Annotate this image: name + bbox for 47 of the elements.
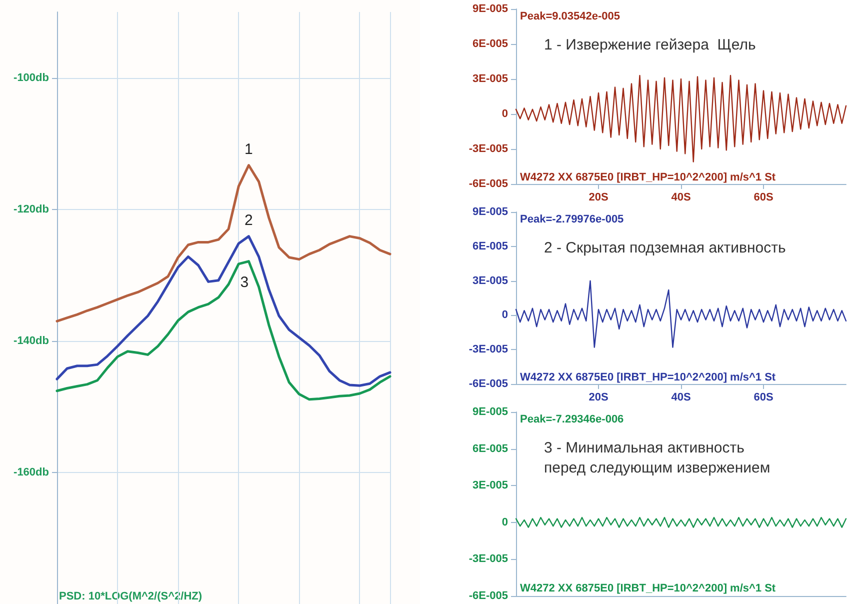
y-tick-label: -6E-005 xyxy=(468,378,508,390)
y-tick-label: -140db xyxy=(14,334,50,347)
y-tick-label: 0 xyxy=(502,108,508,120)
y-tick-label: -3E-005 xyxy=(468,143,508,155)
x-tick-label: 40S xyxy=(671,392,691,404)
y-axis-title: PSD: 10*LOG(M^2/(S^2/HZ) xyxy=(59,590,202,602)
annotation: W4272 XX 6875E0 [IRBT_HP=10^2^200] m/s^1 St xyxy=(520,172,776,184)
annotation: W4272 XX 6875E0 [IRBT_HP=10^2^200] m/s^1 St xyxy=(520,372,776,384)
y-tick-label: 3E-005 xyxy=(472,73,508,85)
y-tick-label: 6E-005 xyxy=(472,38,508,50)
series-label: 1 xyxy=(244,140,253,158)
x-tick-label: 20S xyxy=(588,192,608,204)
annotation: Peak=-7.29346e-006 xyxy=(520,414,624,426)
y-tick-label: 9E-005 xyxy=(472,406,508,418)
y-tick-label: 0 xyxy=(502,516,508,528)
series-label: 2 xyxy=(244,212,253,229)
line-series xyxy=(515,516,847,528)
y-tick-label: 9E-005 xyxy=(472,3,508,15)
x-tick-label: 20S xyxy=(588,392,608,404)
line-series xyxy=(515,280,847,348)
y-tick-label: 6E-005 xyxy=(472,240,508,252)
text: 2 - Скрытая подземная активность xyxy=(544,240,786,256)
line-series xyxy=(515,74,847,162)
y-tick-label: -100db xyxy=(14,72,50,84)
annotation: W4272 XX 6875E0 [IRBT_HP=10^2^200] m/s^1 St xyxy=(520,582,776,594)
x-tick-label: 60S xyxy=(754,392,774,404)
annotation: Peak=-2.79976e-005 xyxy=(520,214,624,226)
line-series xyxy=(56,235,392,387)
y-tick-label: -3E-005 xyxy=(468,553,508,566)
series-label: 3 xyxy=(240,274,249,291)
text: 3 - Минимальная активность перед следующим извержением xyxy=(544,440,770,476)
y-tick-label: -6E-005 xyxy=(468,178,508,190)
y-tick-label: 3E-005 xyxy=(472,480,508,492)
y-tick-label: 9E-005 xyxy=(472,206,508,218)
x-tick-label: 40S xyxy=(671,192,691,204)
line-series xyxy=(56,260,392,401)
y-tick-label: -6E-005 xyxy=(468,590,508,602)
y-tick-label: 6E-005 xyxy=(472,442,508,455)
y-tick-label: 0 xyxy=(502,309,508,322)
x-tick-label: 60S xyxy=(754,192,774,204)
text: 1 - Извержение гейзера Щель xyxy=(544,36,756,54)
y-tick-label: -160db xyxy=(14,466,50,478)
y-tick-label: 3E-005 xyxy=(472,274,508,287)
annotation: Peak=9.03542e-005 xyxy=(520,10,620,22)
line-series xyxy=(56,164,392,322)
y-tick-label: -120db xyxy=(14,203,50,216)
y-tick-label: -3E-005 xyxy=(468,344,508,356)
